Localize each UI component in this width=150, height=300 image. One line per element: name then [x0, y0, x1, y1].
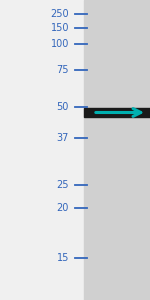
Bar: [84, 0, 150, 300]
Text: 37: 37: [57, 133, 69, 143]
Text: 25: 25: [57, 180, 69, 190]
Text: 150: 150: [51, 23, 69, 33]
Text: 50: 50: [57, 102, 69, 112]
Bar: [84, 108, 150, 117]
Text: 15: 15: [57, 253, 69, 263]
Text: 75: 75: [57, 65, 69, 75]
Text: 20: 20: [57, 203, 69, 213]
Text: 100: 100: [51, 39, 69, 49]
Text: 250: 250: [50, 9, 69, 19]
